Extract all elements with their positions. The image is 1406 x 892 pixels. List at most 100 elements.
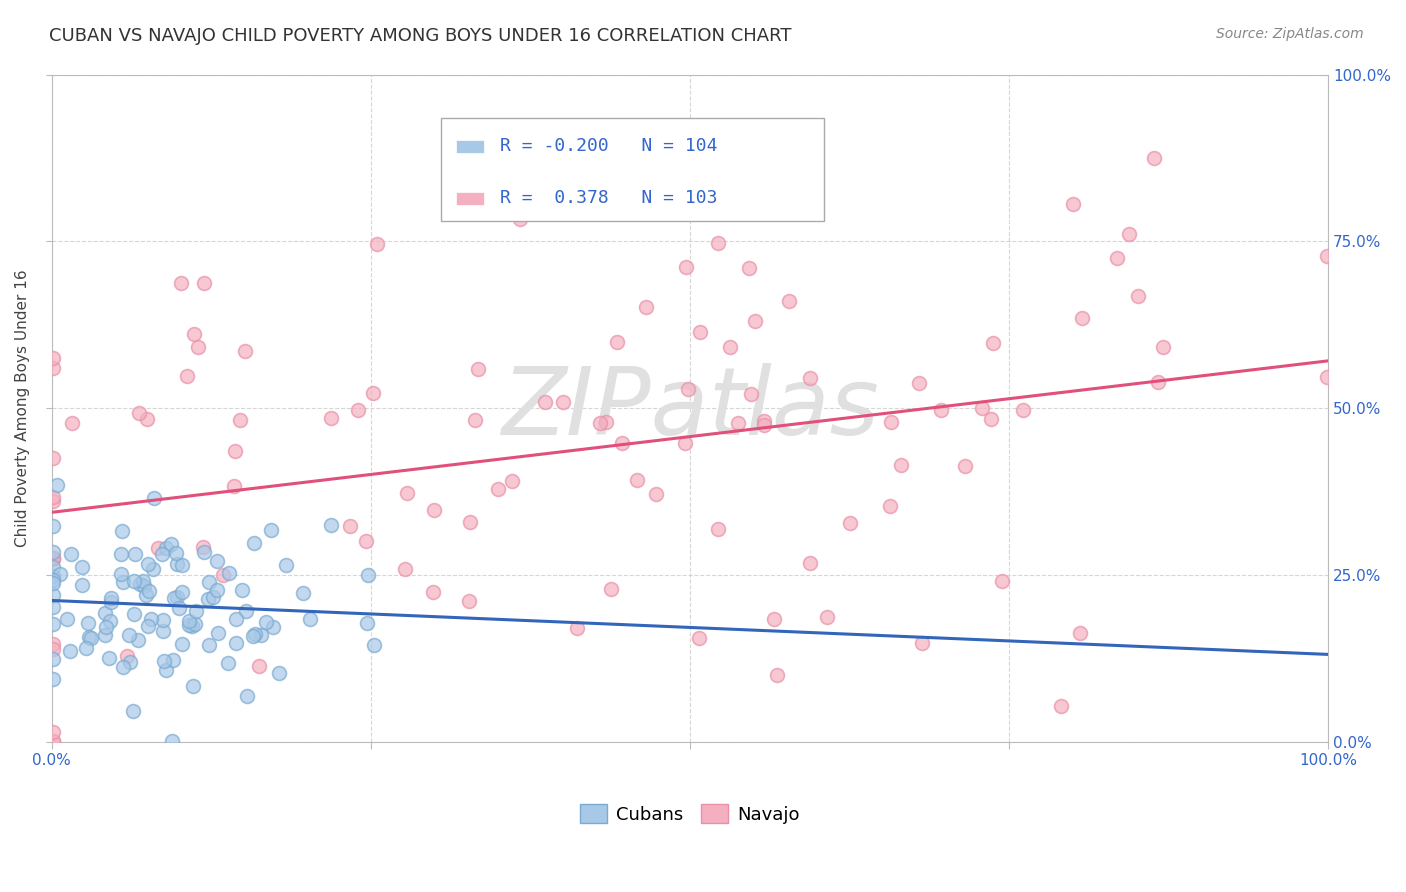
Point [155, 541, 177, 555]
Point [42, 616, 65, 631]
Point [42, 600, 65, 615]
Point [243, 536, 266, 550]
Point [42, 575, 65, 590]
Point [236, 689, 259, 703]
Point [42, 652, 65, 666]
Point [366, 237, 388, 252]
Point [262, 620, 284, 634]
Point [1147, 375, 1170, 389]
Point [231, 582, 253, 597]
Point [60, 416, 83, 430]
Point [565, 621, 588, 635]
Point [1316, 249, 1339, 263]
Point [467, 361, 489, 376]
Y-axis label: Child Poverty Among Boys Under 16: Child Poverty Among Boys Under 16 [15, 269, 30, 547]
Point [276, 558, 298, 573]
Point [42, 588, 65, 602]
Point [1118, 227, 1140, 241]
Point [193, 277, 215, 291]
Point [135, 411, 157, 425]
Point [1316, 370, 1339, 384]
Point [198, 638, 221, 652]
Point [991, 574, 1014, 589]
Point [207, 626, 229, 640]
Point [423, 503, 446, 517]
Point [799, 370, 821, 384]
Point [595, 415, 617, 429]
Point [96, 620, 118, 634]
Point [752, 414, 775, 428]
Point [339, 518, 361, 533]
Point [75, 640, 97, 655]
Point [606, 335, 628, 350]
Point [267, 665, 290, 680]
Point [124, 547, 146, 561]
Point [486, 482, 509, 496]
Point [225, 636, 247, 650]
Point [224, 443, 246, 458]
Point [153, 654, 176, 668]
Point [129, 577, 152, 591]
Point [243, 627, 266, 641]
Point [1105, 252, 1128, 266]
Point [60, 547, 83, 561]
Point [136, 558, 159, 572]
Point [198, 574, 221, 589]
Point [799, 556, 821, 570]
Point [127, 633, 149, 648]
Point [509, 211, 531, 226]
Point [363, 638, 385, 652]
Point [740, 387, 762, 401]
Point [953, 459, 976, 474]
Point [176, 368, 198, 383]
Point [626, 473, 648, 487]
Point [56, 612, 79, 626]
Point [298, 612, 321, 626]
Text: R =  0.378   N = 103: R = 0.378 N = 103 [499, 189, 717, 208]
Point [1143, 151, 1166, 165]
Point [42, 559, 65, 574]
Text: R = -0.200   N = 104: R = -0.200 N = 104 [499, 137, 717, 155]
Point [247, 659, 270, 673]
Point [815, 610, 838, 624]
Point [464, 413, 486, 427]
Point [42, 552, 65, 566]
Point [738, 260, 761, 275]
Point [191, 540, 214, 554]
Point [42, 545, 65, 559]
Point [122, 704, 145, 718]
Point [970, 401, 993, 415]
Point [132, 574, 155, 589]
Point [72, 559, 94, 574]
Point [112, 660, 135, 674]
Point [42, 637, 65, 651]
Point [458, 594, 481, 608]
Point [183, 679, 205, 693]
Point [42, 351, 65, 366]
Point [124, 574, 146, 588]
Point [98, 615, 121, 629]
Point [645, 487, 668, 501]
Point [981, 335, 1004, 350]
Point [160, 734, 183, 748]
Point [1069, 626, 1091, 640]
Point [689, 325, 711, 339]
Point [166, 557, 188, 571]
Point [224, 479, 246, 493]
Point [754, 418, 776, 433]
Point [138, 584, 160, 599]
Point [42, 551, 65, 566]
Point [122, 607, 145, 621]
Bar [441, 118, 824, 221]
Point [166, 590, 188, 604]
Point [128, 406, 150, 420]
Point [242, 629, 264, 643]
Point [980, 411, 1002, 425]
Point [678, 382, 700, 396]
Point [356, 615, 378, 630]
Point [361, 386, 384, 401]
Point [42, 734, 65, 748]
Point [177, 614, 200, 628]
Bar [456, 192, 484, 204]
Point [501, 474, 523, 488]
